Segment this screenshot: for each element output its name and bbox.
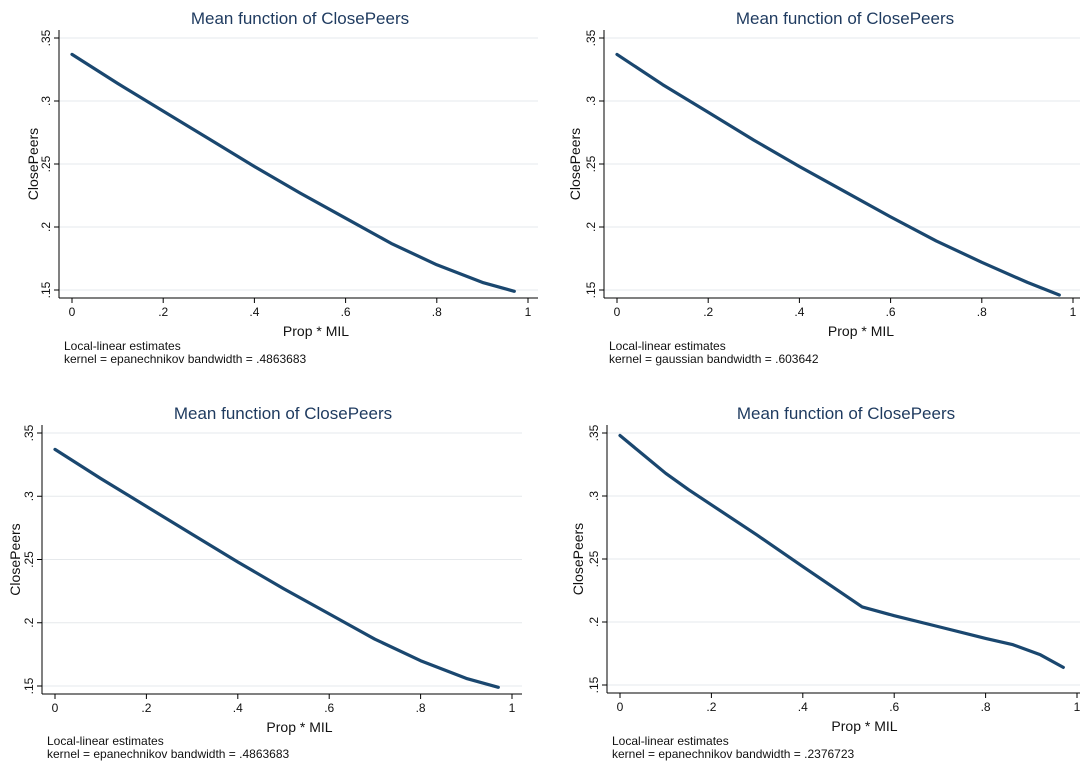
chart-svg: Mean function of ClosePeers .15 .2 .25 .3 .35…: [570, 404, 1080, 761]
chart-title: Mean function of ClosePeers: [174, 404, 392, 423]
chart-title: Mean function of ClosePeers: [191, 9, 409, 28]
x-tick-label: .2: [158, 305, 168, 319]
x-tick-label: .6: [889, 700, 899, 714]
x-tick-label: .2: [141, 701, 151, 715]
x-tick-label: 0: [614, 305, 621, 319]
y-tick-label: .3: [22, 491, 36, 501]
x-tick-label: .6: [324, 701, 334, 715]
y-tick-label: .15: [22, 677, 36, 694]
x-axis-label: Prop * MIL: [831, 718, 897, 734]
y-tick-label: .15: [587, 676, 601, 693]
x-tick-label: 0: [617, 700, 624, 714]
estimate-note: Local-linear estimates: [47, 734, 164, 748]
y-tick-label: .2: [22, 617, 36, 627]
y-tick-label: .15: [39, 281, 53, 298]
y-tick-label: .3: [584, 96, 598, 106]
chart-svg: Mean function of ClosePeers .15 .2 .25 .3 .35…: [25, 9, 538, 366]
chart-panel-top-left: Mean function of ClosePeers .15 .2 .25 .3 .35…: [0, 0, 540, 383]
y-tick-label: .25: [584, 155, 598, 172]
mean-function-line: [53, 447, 500, 689]
y-tick-label: .25: [587, 550, 601, 567]
y-tick-label: .2: [39, 222, 53, 232]
x-tick-label: 1: [509, 701, 516, 715]
x-tick-label: 1: [525, 305, 532, 319]
estimate-note: Local-linear estimates: [64, 339, 181, 353]
chart-panel-bottom-left: Mean function of ClosePeers .15 .2 .25 .3 .35…: [0, 383, 540, 766]
y-axis-label: ClosePeers: [567, 128, 583, 200]
x-tick-label: 1: [1074, 700, 1080, 714]
chart-panel-bottom-right: Mean function of ClosePeers .15 .2 .25 .3 .35…: [540, 383, 1080, 766]
kernel-note: kernel = epanechnikov bandwidth = .48636…: [64, 352, 307, 366]
x-tick-label: 0: [69, 305, 76, 319]
x-tick-label: .8: [432, 305, 442, 319]
x-tick-label: 0: [52, 701, 59, 715]
x-tick-label: .8: [416, 701, 426, 715]
y-tick-label: .25: [39, 155, 53, 172]
x-axis-label: Prop * MIL: [283, 323, 349, 339]
chart-svg: Mean function of ClosePeers .15 .2 .25 .3 .35…: [567, 9, 1080, 366]
y-tick-label: .35: [584, 29, 598, 46]
chart-panel-top-right: Mean function of ClosePeers .15 .2 .25 .3 .35…: [540, 0, 1080, 383]
y-tick-label: .35: [587, 424, 601, 441]
y-tick-label: .35: [22, 424, 36, 441]
x-tick-label: .4: [249, 305, 259, 319]
chart-title: Mean function of ClosePeers: [736, 9, 954, 28]
y-tick-label: .25: [22, 551, 36, 568]
x-tick-label: .6: [341, 305, 351, 319]
mean-function-line: [615, 52, 1061, 297]
y-axis-label: ClosePeers: [570, 523, 586, 595]
y-tick-label: .35: [39, 29, 53, 46]
estimate-note: Local-linear estimates: [612, 734, 729, 748]
x-tick-label: 1: [1070, 305, 1077, 319]
kernel-note: kernel = gaussian bandwidth = .603642: [609, 352, 819, 366]
x-axis-label: Prop * MIL: [828, 323, 894, 339]
chart-title: Mean function of ClosePeers: [737, 404, 955, 423]
x-tick-label: .4: [233, 701, 243, 715]
y-tick-label: .2: [587, 617, 601, 627]
y-axis-label: ClosePeers: [25, 128, 41, 200]
x-tick-label: .8: [977, 305, 987, 319]
kernel-note: kernel = epanechnikov bandwidth = .23767…: [612, 747, 855, 761]
x-tick-label: .4: [798, 700, 808, 714]
y-tick-label: .2: [584, 222, 598, 232]
x-tick-label: .6: [886, 305, 896, 319]
chart-svg: Mean function of ClosePeers .15 .2 .25 .3 .35…: [7, 404, 522, 761]
y-axis-label: ClosePeers: [7, 523, 23, 595]
y-tick-label: .15: [584, 281, 598, 298]
y-tick-label: .3: [39, 96, 53, 106]
mean-function-line: [618, 433, 1065, 669]
mean-function-line: [70, 52, 516, 293]
x-tick-label: .2: [703, 305, 713, 319]
x-tick-label: .4: [794, 305, 804, 319]
y-tick-label: .3: [587, 491, 601, 501]
x-tick-label: .8: [981, 700, 991, 714]
x-tick-label: .2: [706, 700, 716, 714]
kernel-note: kernel = epanechnikov bandwidth = .48636…: [47, 747, 290, 761]
x-axis-label: Prop * MIL: [266, 719, 332, 735]
estimate-note: Local-linear estimates: [609, 339, 726, 353]
